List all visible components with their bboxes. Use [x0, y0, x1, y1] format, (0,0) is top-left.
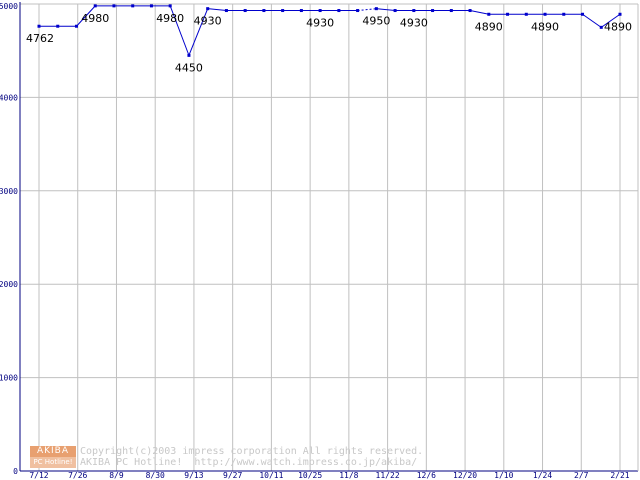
data-label: 4950 — [362, 15, 390, 28]
x-tick-label: 9/27 — [223, 471, 242, 480]
y-tick-label: 3000 — [0, 187, 18, 196]
data-point — [299, 9, 303, 13]
series-segment — [169, 5, 190, 56]
data-point — [93, 4, 97, 8]
gridlines — [20, 3, 638, 472]
data-point — [281, 9, 285, 13]
data-label: 4980 — [81, 12, 109, 25]
series-segment — [469, 10, 489, 15]
data-point — [431, 9, 435, 13]
data-label: 4930 — [194, 15, 222, 28]
x-tick-label: 7/26 — [68, 471, 87, 480]
data-point — [149, 4, 153, 8]
x-tick-label: 11/22 — [376, 471, 400, 480]
x-tick-label: 2/7 — [574, 471, 589, 480]
y-tick-label: 0 — [13, 467, 18, 476]
data-point — [262, 9, 266, 13]
data-point — [224, 9, 228, 13]
x-tick-label: 8/9 — [109, 471, 124, 480]
series-segment — [600, 13, 621, 28]
series-segment — [582, 13, 602, 28]
data-point — [74, 24, 78, 28]
data-labels: 4762 4980 4980 4450 4930 4930 4950 4930 4890 4890… — [26, 12, 632, 75]
data-point — [524, 12, 528, 16]
x-tick-label: 8/30 — [146, 471, 165, 480]
data-point — [318, 9, 322, 13]
data-label: 4890 — [531, 20, 559, 33]
data-label: 4930 — [306, 17, 334, 30]
x-tick-label: 1/10 — [494, 471, 513, 480]
series-segment — [188, 8, 209, 56]
y-tick-label: 5000 — [0, 2, 18, 11]
data-point — [168, 4, 172, 8]
data-point — [206, 7, 210, 11]
y-tick-label: 2000 — [0, 280, 18, 289]
copyright-line-1: Copyright(c)2003 impress corporation All… — [80, 446, 424, 457]
y-tick-labels: 0 1000 2000 3000 4000 5000 — [0, 2, 18, 476]
data-point — [37, 24, 41, 28]
series-segment — [357, 8, 377, 12]
copyright-text: Copyright(c)2003 impress corporation All… — [80, 446, 423, 468]
y-tick-label: 1000 — [0, 374, 18, 383]
data-point — [337, 9, 341, 13]
copyright-line-2: AKIBA PC Hotline! http://www.watch.impre… — [80, 457, 418, 468]
x-tick-label: 12/20 — [453, 471, 477, 480]
data-point — [112, 4, 116, 8]
data-point — [468, 9, 472, 13]
data-point — [599, 25, 603, 29]
copyright-watermark: AKIBA PC Hotline! Copyright(c)2003 impre… — [30, 446, 550, 470]
series-line — [39, 5, 621, 56]
data-point — [187, 53, 191, 57]
data-point — [56, 24, 60, 28]
axes — [19, 2, 639, 472]
data-point — [374, 7, 378, 11]
x-tick-label: 10/11 — [259, 471, 283, 480]
x-tick-labels: 7/12 7/26 8/9 8/30 9/13 9/27 10/11 10/25 11/8 11/… — [29, 471, 629, 480]
data-point — [581, 12, 585, 16]
x-tick-label: 12/6 — [417, 471, 436, 480]
data-point — [506, 12, 510, 16]
data-point — [562, 12, 566, 16]
x-tick-label: 11/8 — [339, 471, 358, 480]
data-point — [449, 9, 453, 13]
x-tick-label: 1/24 — [533, 471, 552, 480]
logo-top-text: AKIBA — [30, 446, 76, 457]
data-point — [618, 12, 622, 16]
data-point — [131, 4, 135, 8]
data-point — [412, 9, 416, 13]
data-point — [243, 9, 247, 13]
data-point — [543, 12, 547, 16]
y-tick-label: 4000 — [0, 93, 18, 102]
series-segment — [207, 8, 227, 12]
x-tick-label: 7/12 — [29, 471, 48, 480]
data-label: 4762 — [26, 32, 54, 45]
data-point — [356, 9, 360, 13]
logo-bottom-text: PC Hotline! — [30, 457, 76, 468]
data-label: 4450 — [175, 61, 203, 74]
data-label: 4930 — [400, 17, 428, 30]
akiba-logo: AKIBA PC Hotline! — [30, 446, 76, 468]
data-label: 4980 — [156, 12, 184, 25]
data-point — [487, 12, 491, 16]
x-tick-label: 10/25 — [298, 471, 322, 480]
data-label: 4890 — [475, 20, 503, 33]
data-points — [37, 4, 622, 57]
series-segment — [76, 5, 96, 27]
x-tick-label: 9/13 — [184, 471, 203, 480]
data-label: 4890 — [604, 20, 632, 33]
series-segment — [376, 8, 396, 12]
x-tick-label: 2/21 — [610, 471, 629, 480]
data-point — [393, 9, 397, 13]
